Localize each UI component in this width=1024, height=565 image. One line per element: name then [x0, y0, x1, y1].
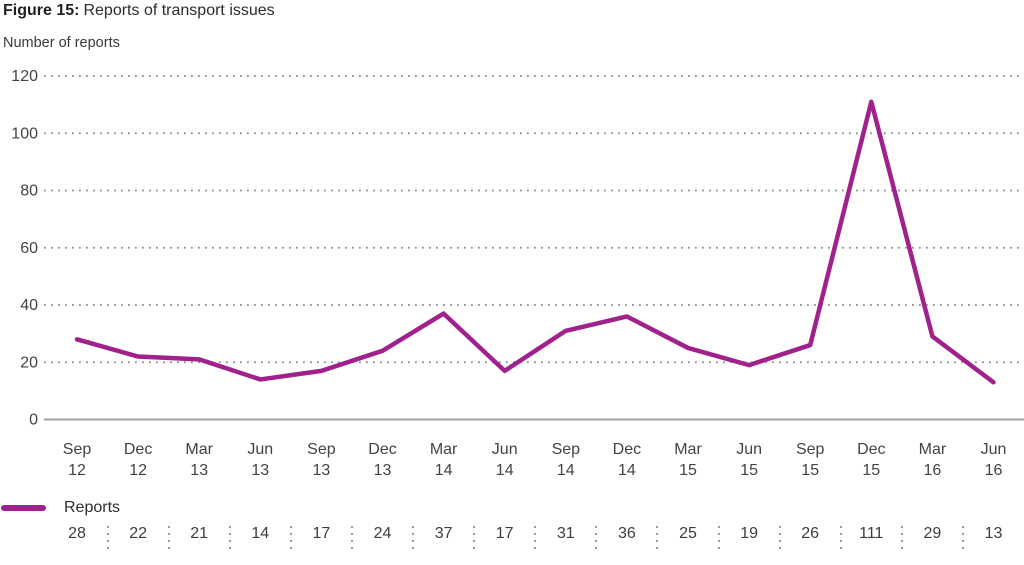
figure-title-text: Reports of transport issues [83, 2, 275, 19]
x-tick-label: Mar 15 [674, 441, 702, 479]
line-chart: 0 20 40 60 80 100 120 Sep 12 Dec 12 Mar 13 Jun 13 Sep 13… [11, 68, 1024, 479]
table-separator [595, 526, 598, 549]
legend: Reports [0, 498, 300, 518]
x-tick-label: Sep 15 [796, 441, 825, 479]
y-tick-label: 80 [20, 183, 38, 200]
table-separator [289, 526, 292, 549]
legend-line-swatch [1, 505, 46, 511]
x-tick-label: Jun 14 [492, 441, 518, 479]
table-value: 17 [495, 525, 514, 542]
y-axis-title: Number of reports [3, 35, 120, 51]
table-value: 37 [434, 525, 453, 542]
table-separator [961, 526, 964, 549]
table-value: 13 [984, 525, 1003, 542]
x-tick-label: Sep 12 [63, 441, 92, 479]
table-value: 29 [923, 525, 942, 542]
x-tick-label: Jun 13 [247, 441, 273, 479]
table-separator [106, 526, 109, 549]
table-value: 25 [679, 525, 697, 542]
table-value: 26 [801, 525, 820, 542]
reports-series-line [74, 99, 996, 385]
table-separator [656, 526, 659, 549]
table-value: 14 [251, 525, 270, 542]
x-tick-label: Dec 14 [613, 441, 641, 479]
x-tick-label: Sep 13 [307, 441, 336, 479]
y-tick-label: 120 [11, 68, 38, 85]
table-value: 17 [312, 525, 331, 542]
x-tick-label: Dec 13 [368, 441, 396, 479]
table-separator [534, 526, 537, 549]
table-separator [900, 526, 903, 549]
x-tick-label: Dec 15 [857, 441, 885, 479]
y-tick-label: 100 [11, 125, 38, 142]
y-tick-label: 40 [20, 297, 38, 314]
x-tick-label: Jun 16 [981, 441, 1007, 479]
x-tick-label: Mar 16 [919, 441, 947, 479]
table-value: 36 [617, 525, 636, 542]
table-value: 22 [129, 525, 147, 542]
table-separator [839, 526, 842, 549]
figure-label: Figure 15: [3, 2, 80, 19]
table-value: 19 [740, 525, 758, 542]
figure-title: Figure 15: Reports of transport issues [3, 2, 275, 20]
table-separator [412, 526, 415, 549]
table-separator [350, 526, 353, 549]
x-tick-label: Mar 14 [430, 441, 458, 479]
table-separator [167, 526, 170, 549]
table-separator [473, 526, 476, 549]
table-separator [778, 526, 781, 549]
x-tick-label: Jun 15 [736, 441, 762, 479]
y-tick-label: 0 [29, 412, 38, 429]
table-value: 28 [68, 525, 86, 542]
table-separator [228, 526, 231, 549]
x-tick-label: Mar 13 [185, 441, 213, 479]
x-tick-label: Dec 12 [124, 441, 152, 479]
table-value: 24 [373, 525, 392, 542]
table-separator [717, 526, 720, 549]
y-tick-label: 60 [20, 240, 38, 257]
table-value: 21 [190, 525, 209, 542]
table-value: 31 [556, 525, 575, 542]
y-tick-label: 20 [20, 354, 38, 371]
table-value: 111 [859, 525, 884, 542]
legend-label: Reports [64, 499, 121, 516]
x-tick-label: Sep 14 [552, 441, 581, 479]
